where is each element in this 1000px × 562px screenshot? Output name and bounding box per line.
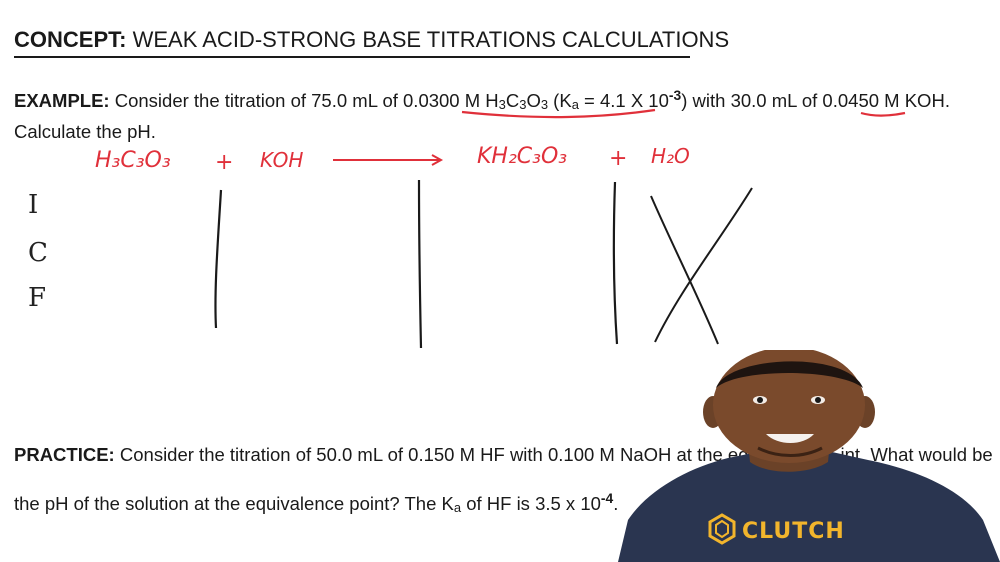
shirt-logo-text: CLUTCH — [742, 519, 845, 544]
practice-question: the pH of the solution at the equivalenc… — [14, 490, 619, 516]
reactant-acid: H₃C₃O₃ — [95, 148, 171, 173]
practice-line1: Consider the titration of 50.0 mL of 0.1… — [119, 444, 749, 465]
example-question: Calculate the pH. — [14, 121, 156, 142]
ice-row-initial: I — [28, 190, 39, 220]
plus-sign-1: + — [215, 150, 234, 175]
example-text-a: Consider the titration of 75.0 mL of 0.0… — [114, 90, 486, 112]
practice-text: PRACTICE: Consider the titration of 50.0… — [14, 444, 993, 466]
practice-label: PRACTICE: — [14, 444, 115, 465]
product-salt: KH₂C₃O₃ — [477, 144, 568, 169]
ka-expression: (Ka = 4.1 X 10-3) — [548, 87, 688, 113]
water-cross-1 — [650, 195, 719, 345]
practice-line1-end: int. What would be — [840, 444, 993, 465]
ice-divider-2 — [417, 179, 423, 349]
water-cross-2 — [654, 187, 753, 343]
ice-row-change: C — [28, 238, 48, 268]
presenter-head — [713, 350, 865, 463]
concept-title-text: WEAK ACID-STRONG BASE TITRATIONS CALCULA… — [132, 27, 730, 52]
acid-underline — [461, 108, 656, 119]
concept-title: CONCEPT: WEAK ACID-STRONG BASE TITRATION… — [14, 27, 729, 53]
reaction-arrow — [333, 154, 444, 166]
presenter-video: CLUTCH — [618, 350, 1000, 562]
koh-underline — [860, 111, 906, 117]
ice-divider-3 — [612, 181, 619, 345]
example-label: EXAMPLE: — [14, 90, 110, 112]
ice-divider-1 — [214, 189, 223, 329]
presenter-shirt — [618, 450, 1000, 562]
concept-label: CONCEPT: — [14, 27, 127, 52]
example-text: EXAMPLE: Consider the titration of 75.0 … — [14, 87, 950, 113]
title-underline — [14, 56, 690, 58]
base-formula: KOH — [904, 90, 945, 112]
acid-formula: H3C3O3 — [485, 90, 549, 113]
example-text-b: with 30.0 mL of 0.0450 M — [687, 90, 905, 112]
product-water: H₂O — [651, 144, 690, 168]
clutch-logo-icon — [708, 513, 736, 545]
reactant-base: KOH — [260, 148, 304, 172]
ice-row-final: F — [28, 283, 47, 313]
plus-sign-2: + — [609, 146, 628, 171]
